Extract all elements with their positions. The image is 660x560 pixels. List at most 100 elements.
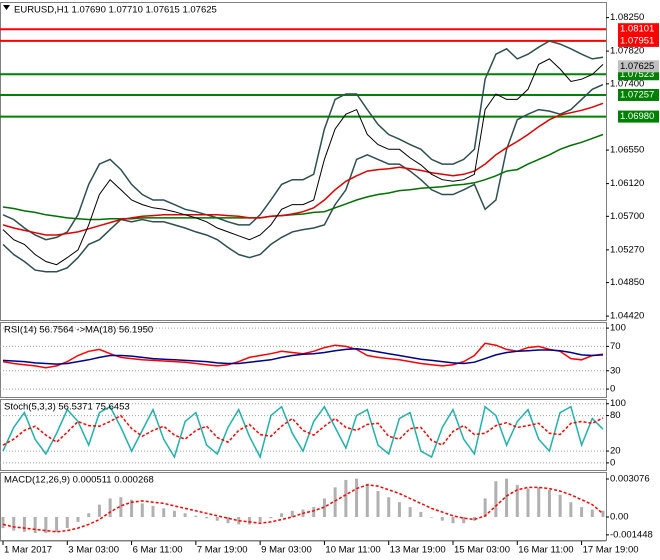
histogram-bar — [22, 516, 26, 532]
series-line — [2, 58, 604, 266]
series-line — [2, 348, 604, 365]
panel-frame — [0, 399, 607, 471]
histogram-bar — [376, 491, 380, 517]
level-label-box — [618, 23, 659, 36]
histogram-bar — [580, 507, 584, 517]
histogram-bar — [451, 516, 455, 524]
histogram-bar — [226, 516, 230, 524]
histogram-bar — [558, 494, 562, 517]
series-line — [2, 133, 604, 221]
y-tick-label: 20 — [610, 446, 621, 457]
level-label: 1.07523 — [620, 69, 654, 80]
histogram-bar — [355, 478, 359, 517]
histogram-bar — [76, 516, 80, 522]
histogram-bar — [494, 481, 498, 517]
y-tick-label: 0.003076 — [610, 474, 650, 485]
y-tick-label: 100 — [610, 323, 626, 334]
histogram-bar — [483, 498, 487, 517]
histogram-bar — [87, 513, 91, 517]
panel-frame — [0, 322, 607, 398]
y-tick-label: -0.001448 — [610, 529, 653, 540]
histogram-bar — [387, 497, 391, 517]
level-label-box — [618, 110, 659, 123]
x-tick-label: 16 Mar 11:00 — [518, 545, 573, 556]
histogram-bar — [55, 516, 59, 532]
panel-frame — [0, 2, 607, 321]
x-tick-label: 7 Mar 19:00 — [197, 545, 248, 556]
x-tick-label: 1 Mar 2017 — [4, 545, 52, 556]
histogram-bar — [430, 516, 434, 518]
last-price-box — [618, 60, 659, 73]
histogram-bar — [397, 502, 401, 517]
series-line — [2, 414, 604, 447]
histogram-bar — [344, 479, 348, 517]
histogram-bar — [258, 516, 262, 522]
y-tick-label: 100 — [610, 398, 626, 409]
histogram-bar — [601, 510, 605, 517]
y-tick-label: 1.07400 — [610, 78, 644, 89]
histogram-bar — [162, 508, 166, 517]
histogram-bar — [290, 510, 294, 517]
x-tick-label: 3 Mar 03:00 — [68, 545, 119, 556]
histogram-bar — [280, 513, 284, 517]
y-tick-label: 70 — [610, 341, 621, 352]
series-line — [2, 484, 604, 533]
y-tick-label: 1.07820 — [610, 46, 644, 57]
panel-title: Stoch(5,3,3) 56.5371 75.6453 — [4, 402, 130, 413]
y-tick-label: 1.06550 — [610, 145, 644, 156]
histogram-bar — [97, 504, 101, 517]
histogram-bar — [547, 489, 551, 517]
histogram-bar — [205, 516, 209, 519]
menu-arrow — [3, 5, 10, 10]
histogram-bar — [119, 497, 123, 517]
level-label-box — [618, 34, 659, 47]
y-tick-label: 1.05700 — [610, 211, 644, 222]
last-price-label: 1.07625 — [620, 61, 654, 72]
y-tick-label: 1.04850 — [610, 277, 644, 288]
histogram-bar — [408, 507, 412, 517]
x-tick-label: 6 Mar 11:00 — [133, 545, 183, 556]
y-tick-label: 0 — [610, 384, 615, 395]
histogram-bar — [505, 478, 509, 517]
histogram-bar — [140, 503, 144, 517]
histogram-bar — [12, 516, 16, 531]
histogram-bar — [569, 502, 573, 517]
histogram-bar — [312, 507, 316, 517]
series-line — [2, 102, 604, 236]
y-tick-label: 80 — [610, 410, 621, 421]
histogram-bar — [215, 516, 219, 521]
histogram-bar — [537, 487, 541, 517]
histogram-bar — [590, 509, 594, 517]
histogram-bar — [194, 515, 198, 517]
level-label: 1.06980 — [620, 111, 654, 122]
y-tick-label: 30 — [610, 365, 621, 376]
x-tick-label: 13 Mar 19:00 — [390, 545, 446, 556]
histogram-bar — [365, 483, 369, 517]
y-tick-label: 1.04420 — [610, 311, 644, 322]
y-tick-label: 1.05270 — [610, 244, 644, 255]
histogram-bar — [130, 499, 134, 517]
level-label: 1.07257 — [620, 89, 654, 100]
histogram-bar — [65, 516, 69, 529]
level-label: 1.08101 — [620, 24, 654, 35]
histogram-bar — [108, 498, 112, 517]
x-tick-label: 10 Mar 11:00 — [325, 545, 380, 556]
histogram-bar — [515, 484, 519, 517]
histogram-bar — [183, 513, 187, 517]
histogram-bar — [462, 516, 466, 524]
histogram-bar — [269, 516, 273, 519]
histogram-bar — [333, 487, 337, 517]
panel-title: EURUSD,H1 1.07690 1.07710 1.07615 1.0762… — [14, 5, 217, 16]
x-tick-label: 17 Mar 19:00 — [583, 545, 639, 556]
level-label-box — [618, 88, 659, 101]
histogram-bar — [440, 516, 444, 521]
histogram-bar — [33, 516, 37, 534]
histogram-bar — [1, 516, 5, 529]
histogram-bar — [44, 516, 48, 534]
series-line — [2, 83, 604, 273]
series-line — [2, 405, 604, 460]
panel-title: RSI(14) 56.7564 ->MA(18) 56.1950 — [4, 325, 153, 336]
histogram-bar — [419, 512, 423, 517]
